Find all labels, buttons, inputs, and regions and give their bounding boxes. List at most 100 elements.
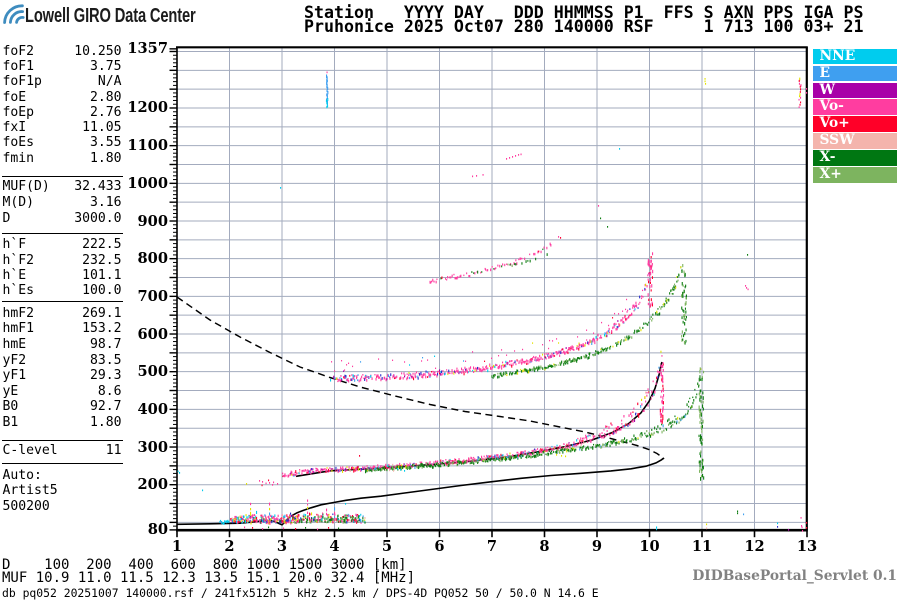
y-tick-label-1000: 1000: [127, 174, 168, 192]
curve-muf3000-transmission-curve: [176, 296, 665, 460]
param-label: foEs: [2, 135, 35, 151]
x-tick-label-10: 10: [639, 537, 660, 555]
param-row-hmF1: hmF1 153.2: [0, 321, 122, 336]
param-label: yF1: [2, 368, 27, 384]
param-label: hmF1: [2, 321, 35, 337]
param-value: 83.5: [89, 352, 122, 368]
param-label: Auto:: [2, 467, 42, 483]
x-tick-label-12: 12: [744, 537, 765, 555]
distance-row: D 100 200 400 600 800 1000 1500 3000 [km…: [2, 556, 407, 573]
param-label: fmin: [2, 150, 35, 166]
param-value: 153.2: [82, 321, 122, 337]
param-label: foF1p: [2, 74, 42, 90]
param-value: 3.16: [89, 195, 122, 211]
y-tick-label-400: 400: [137, 400, 168, 418]
param-value: 8.6: [97, 383, 122, 399]
param-label: 500200: [2, 498, 50, 514]
param-label: h`E: [2, 267, 27, 283]
param-label: yE: [2, 383, 19, 399]
param-row-foEp: foEp 2.76: [0, 105, 122, 120]
param-value: 1.80: [89, 415, 122, 430]
y-tick-label-800: 800: [137, 250, 168, 268]
curve-true-height-profile: [176, 457, 665, 526]
param-label: foE: [2, 89, 27, 105]
y-tick-label-300: 300: [137, 438, 168, 456]
param-value: 2.76: [89, 104, 122, 120]
param-label: hmE: [2, 337, 27, 352]
param-value: 98.7: [89, 337, 122, 352]
legend-item-W: W: [812, 82, 898, 99]
param-row-foF2: foF2 10.250: [0, 44, 122, 59]
param-separator: [2, 175, 123, 177]
muf-row: MUF 10.9 11.0 11.5 12.3 13.5 15.1 20.0 3…: [2, 570, 416, 587]
param-label: foF2: [2, 43, 35, 59]
param-row-hF: h`F 222.5: [0, 237, 122, 252]
param-value: 100.0: [82, 283, 122, 298]
param-value: 1.80: [89, 150, 122, 166]
param-value: 2.80: [89, 89, 122, 105]
measurement-status-line: db pq052 20251007 140000.rsf / 241fx512h…: [2, 586, 599, 600]
legend-item-X: X-: [812, 150, 898, 167]
x-tick-label-2: 2: [224, 537, 235, 555]
param-value: 3.55: [89, 135, 122, 151]
param-value: 92.7: [89, 399, 122, 415]
param-row-Clevel: C-level 11: [0, 443, 122, 458]
plot-axes: [169, 46, 808, 538]
param-value: 10.250: [74, 43, 122, 59]
param-row-hEs: h`Es 100.0: [0, 283, 122, 298]
param-label: M(D): [2, 195, 35, 211]
param-label: hmF2: [2, 305, 35, 321]
param-value: 232.5: [82, 252, 122, 268]
x-tick-label-6: 6: [434, 537, 445, 555]
param-row-Artist5: Artist5: [0, 483, 122, 498]
legend-item-E: E: [812, 65, 898, 82]
y-tick-label-1200: 1200: [127, 99, 168, 117]
legend-item-X: X+: [812, 167, 898, 183]
param-value: 222.5: [82, 237, 122, 253]
x-tick-label-13: 13: [796, 537, 818, 555]
param-value: 11: [105, 443, 122, 459]
param-label: foEp: [2, 104, 35, 120]
param-row-foF1p: foF1p N/A: [0, 74, 122, 89]
param-label: fxI: [2, 120, 27, 136]
param-row-hF2: h`F2 232.5: [0, 253, 122, 268]
station-header-columns: Station YYYY DAY DDD HHMMSS P1 FFS S AXN…: [304, 3, 864, 23]
param-row-foE: foE 2.80: [0, 90, 122, 105]
param-label: h`F: [2, 237, 27, 253]
param-label: B0: [2, 399, 19, 415]
x-tick-label-7: 7: [486, 537, 498, 555]
param-row-D: D 3000.0: [0, 211, 122, 226]
y-tick-label-900: 900: [137, 212, 168, 230]
param-row-MUFD: MUF(D) 32.433: [0, 179, 122, 194]
x-tick-label-5: 5: [381, 537, 393, 555]
x-tick-label-8: 8: [539, 537, 550, 555]
param-row-hmE: hmE 98.7: [0, 337, 122, 352]
param-label: B1: [2, 415, 19, 430]
param-label: foF1: [2, 59, 35, 75]
legend-item-SSW: SSW: [812, 133, 898, 150]
plot-grid: [177, 47, 807, 531]
x-tick-label-1: 1: [171, 537, 183, 555]
param-separator: [2, 439, 123, 441]
param-value: 29.3: [89, 368, 122, 384]
param-row-yF1: yF1 29.3: [0, 368, 122, 383]
plot-curves: [176, 296, 665, 526]
param-label: Artist5: [2, 483, 58, 499]
y-tick-label-700: 700: [137, 287, 168, 305]
param-separator: [2, 232, 123, 234]
servlet-version-label: DIDBasePortal_Servlet 0.1: [692, 567, 897, 584]
param-value: 3.75: [89, 59, 122, 75]
param-row-yE: yE 8.6: [0, 384, 122, 399]
echo-scatter: [177, 71, 808, 532]
param-row-500200: 500200: [0, 499, 122, 514]
curve-artist-o-trace: [295, 361, 663, 478]
param-row-B1: B1 1.80: [0, 415, 122, 430]
page-title: Lowell GIRO Data Center: [25, 5, 196, 27]
x-tick-label-11: 11: [691, 537, 713, 555]
param-label: C-level: [2, 443, 58, 459]
x-tick-label-3: 3: [276, 537, 288, 555]
y-tick-label-1357: 1357: [127, 40, 168, 58]
param-label: MUF(D): [2, 179, 50, 195]
